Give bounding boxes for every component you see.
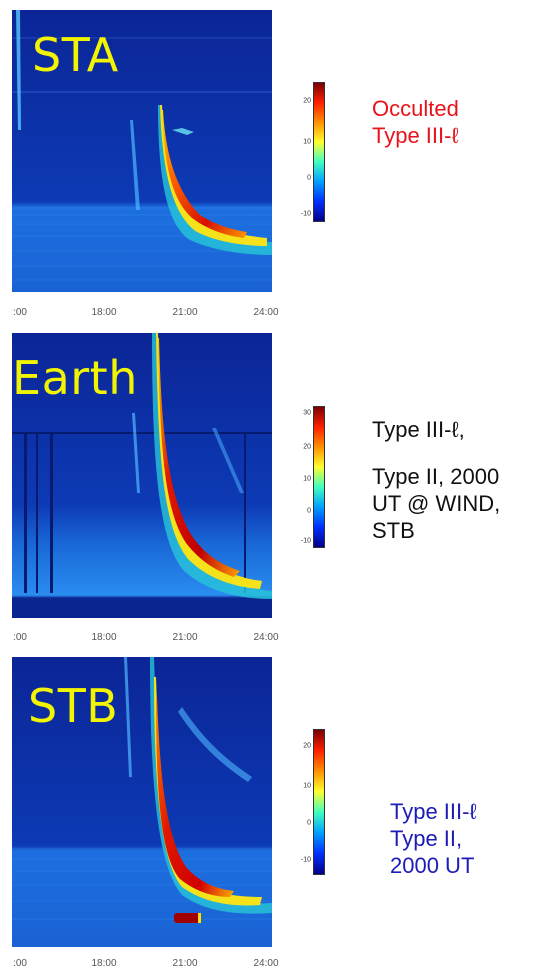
colorbar-earth — [313, 406, 325, 548]
station-label-stb: STB — [28, 679, 119, 733]
x-tick-label: 18:00 — [91, 307, 117, 318]
colorbar-tick: 20 — [303, 742, 311, 750]
spectrogram-earth — [12, 333, 272, 618]
note-earth: Type III-ℓ, Type II, 2000 UT @ WIND, STB — [372, 416, 500, 544]
colorbar-tick: -10 — [300, 210, 311, 218]
note-line: 2000 UT — [390, 853, 475, 878]
x-tick-label: 24:00 — [253, 632, 279, 643]
note-line: Occulted — [372, 96, 459, 121]
colorbar-tick: 20 — [303, 97, 311, 105]
colorbar-tick: 20 — [303, 443, 311, 451]
x-tick-label: 21:00 — [172, 307, 198, 318]
spectrogram-sta — [12, 10, 272, 292]
colorbar-tick: 0 — [307, 507, 311, 515]
x-tick-label: 24:00 — [253, 958, 279, 969]
colorbar-sta — [313, 82, 325, 222]
colorbar-tick: 0 — [307, 174, 311, 182]
colorbar-tick: 10 — [303, 475, 311, 483]
colorbar-tick: -10 — [300, 537, 311, 545]
note-line-blank — [372, 443, 500, 463]
note-stb: Type III-ℓ Type II, 2000 UT — [390, 798, 477, 879]
spectrogram-stb — [12, 657, 272, 947]
x-tick-label: 21:00 — [172, 958, 198, 969]
colorbar-stb — [313, 729, 325, 875]
note-line: Type III-ℓ — [372, 123, 459, 148]
spectrogram-sta-svg — [12, 10, 272, 292]
note-sta: Occulted Type III-ℓ — [372, 95, 459, 149]
x-tick-label: 21:00 — [172, 632, 198, 643]
x-tick-label: :00 — [13, 632, 27, 643]
x-tick-label: 24:00 — [253, 307, 279, 318]
note-line: Type III-ℓ — [390, 799, 477, 824]
x-tick-label: :00 — [13, 307, 27, 318]
colorbar-tick: 0 — [307, 819, 311, 827]
note-line: UT @ WIND, — [372, 491, 501, 516]
station-label-earth: Earth — [12, 351, 138, 405]
note-line: Type II, — [390, 826, 463, 851]
colorbar-tick: -10 — [300, 856, 311, 864]
note-line: Type II, 2000 — [372, 464, 500, 489]
x-tick-label: 18:00 — [91, 958, 117, 969]
colorbar-tick: 10 — [303, 782, 311, 790]
x-tick-label: :00 — [13, 958, 27, 969]
x-tick-label: 18:00 — [91, 632, 117, 643]
station-label-sta: STA — [32, 28, 119, 82]
colorbar-tick: 10 — [303, 138, 311, 146]
note-line: Type III-ℓ, — [372, 417, 465, 442]
note-line: STB — [372, 518, 415, 543]
colorbar-tick: 30 — [303, 409, 311, 417]
spectrogram-earth-svg — [12, 333, 272, 618]
spectrogram-stb-svg — [12, 657, 272, 947]
